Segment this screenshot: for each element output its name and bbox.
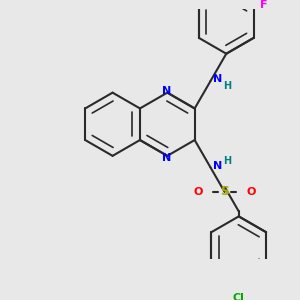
Text: O: O [193,187,203,197]
Text: N: N [162,86,171,96]
Text: N: N [212,161,222,171]
Text: Cl: Cl [233,293,245,300]
Text: H: H [223,81,231,91]
Text: S: S [220,185,229,198]
Text: H: H [223,156,231,166]
Text: O: O [247,187,256,197]
Text: N: N [212,74,222,84]
Text: F: F [260,0,267,10]
Text: N: N [162,152,171,163]
